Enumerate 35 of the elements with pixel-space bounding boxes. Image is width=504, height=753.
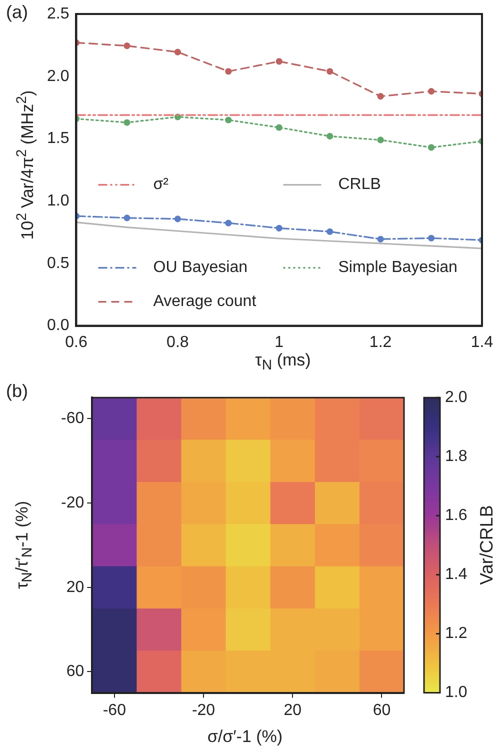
x-tick-label: 1.4: [470, 334, 494, 351]
chart-title: (b): [6, 381, 28, 402]
y-tick-label: -60: [61, 410, 84, 428]
y-tick-label: 0.0: [46, 317, 70, 334]
legend-label: Simple Bayesian: [338, 259, 458, 276]
x-axis-title: σ/σ′-1 (%): [207, 727, 283, 747]
color-bar-label: 1.4: [445, 566, 468, 584]
color-bar-label: 2.0: [445, 389, 468, 406]
x-axis-title: τ$_{N}$ (ms): [255, 350, 311, 374]
x-tick-label: 60: [372, 702, 391, 719]
legend-label: σ²: [153, 176, 170, 194]
x-tick-label: 1: [274, 334, 284, 351]
x-tick-label: 0.8: [166, 334, 189, 351]
y-tick-label: -20: [61, 494, 84, 512]
y-tick-label: 0.5: [46, 254, 70, 272]
color-bar-label: 1.0: [445, 684, 468, 702]
y-tick-label: 1.0: [46, 192, 70, 210]
x-tick-label: 0.6: [65, 334, 88, 351]
color-bar-label: 1.6: [445, 507, 468, 524]
y-tick-label: 2.0: [46, 68, 70, 85]
x-tick-label: -60: [102, 702, 126, 719]
color-bar-label: 1.2: [445, 625, 468, 642]
color-bar-title: Var/CRLB: [476, 505, 498, 585]
color-bar-label: 1.8: [445, 448, 468, 466]
y-tick-label: 60: [66, 663, 84, 680]
x-tick-label: -20: [192, 702, 216, 719]
x-tick-label: 20: [284, 702, 302, 719]
legend-label: CRLB: [338, 176, 381, 194]
x-tick-label: 1.2: [369, 334, 392, 351]
legend-label: OU Bayesian: [153, 259, 248, 276]
y-tick-label: 1.5: [46, 130, 70, 148]
y-tick-label: 20: [66, 578, 84, 596]
y-tick-label: 2.5: [46, 5, 70, 22]
chart-title: (a): [6, 2, 28, 23]
legend-label: Average count: [153, 293, 257, 310]
